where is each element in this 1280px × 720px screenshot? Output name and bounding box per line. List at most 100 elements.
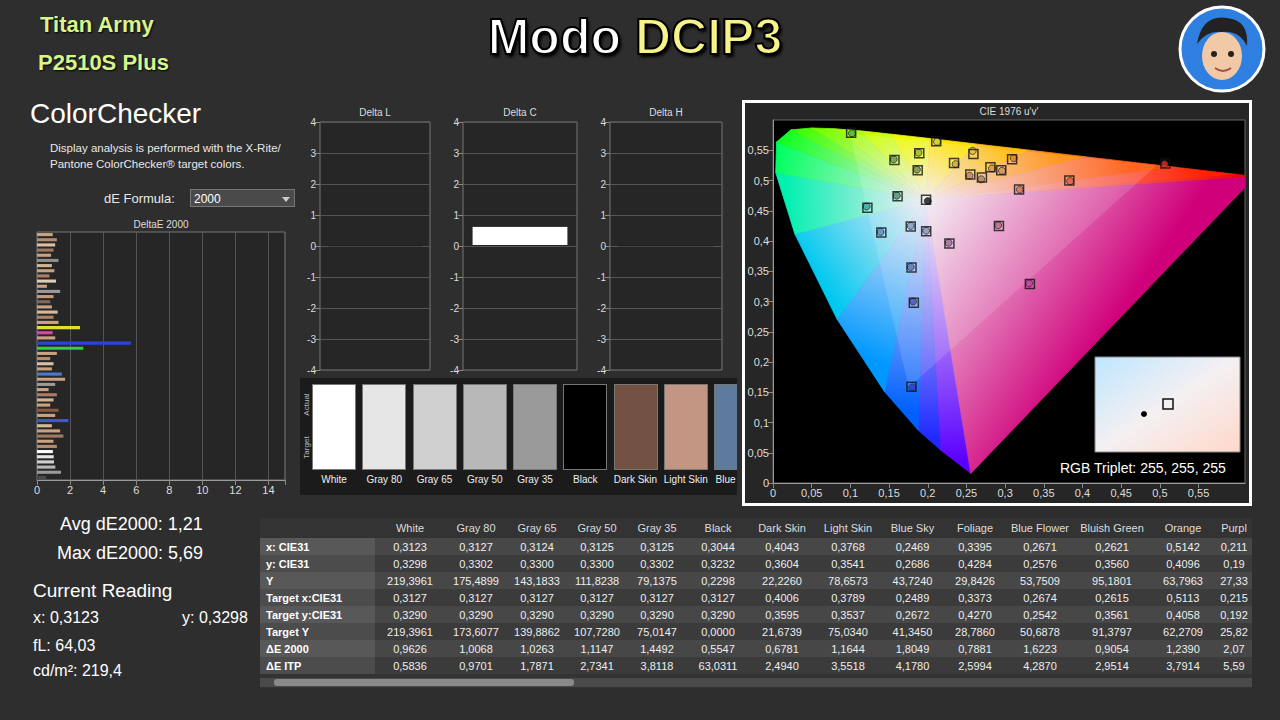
svg-text:Delta L: Delta L xyxy=(359,107,391,118)
svg-text:RGB Triplet: 255, 255, 255: RGB Triplet: 255, 255, 255 xyxy=(1060,460,1226,476)
svg-text:2: 2 xyxy=(453,179,459,190)
svg-text:2: 2 xyxy=(600,179,606,190)
svg-text:0,4: 0,4 xyxy=(1075,487,1090,499)
html-text:0,4043: 0,4043 xyxy=(765,540,799,553)
html-text:0,3300: 0,3300 xyxy=(580,557,614,570)
svg-text:3: 3 xyxy=(600,148,606,159)
html-text:Max dE2000: 5,69: Max dE2000: 5,69 xyxy=(57,543,204,563)
html-text:0,2621: 0,2621 xyxy=(1095,540,1129,553)
svg-text:Delta C: Delta C xyxy=(503,107,536,118)
svg-text:10: 10 xyxy=(196,484,208,496)
svg-text:1: 1 xyxy=(600,210,606,221)
html-text:Modo DCIP3: Modo DCIP3 xyxy=(487,9,783,65)
svg-text:-3: -3 xyxy=(597,334,606,345)
svg-text:0: 0 xyxy=(34,484,40,496)
html-text:0,3298: 0,3298 xyxy=(393,557,427,570)
html-text:0,5142: 0,5142 xyxy=(1166,540,1200,553)
svg-text:2: 2 xyxy=(310,179,316,190)
html-text:P2510S Plus: P2510S Plus xyxy=(38,50,169,75)
svg-text:0,35: 0,35 xyxy=(748,265,769,277)
html-text:0,2469: 0,2469 xyxy=(895,540,930,553)
svg-text:0,1: 0,1 xyxy=(843,487,858,499)
svg-text:0,4: 0,4 xyxy=(754,235,769,247)
svg-text:0,2: 0,2 xyxy=(754,356,769,368)
svg-text:0: 0 xyxy=(453,241,459,252)
svg-text:DeltaE 2000: DeltaE 2000 xyxy=(133,219,188,230)
svg-text:6: 6 xyxy=(133,484,139,496)
html-text:0,3127: 0,3127 xyxy=(459,540,493,553)
svg-text:0: 0 xyxy=(600,241,606,252)
svg-text:-2: -2 xyxy=(307,303,316,314)
svg-text:0,15: 0,15 xyxy=(748,386,769,398)
svg-text:Delta H: Delta H xyxy=(649,107,682,118)
svg-text:4: 4 xyxy=(600,117,606,128)
svg-text:0,25: 0,25 xyxy=(956,487,977,499)
svg-text:-4: -4 xyxy=(307,365,316,376)
html-text:0,3125: 0,3125 xyxy=(580,540,614,553)
html-text:0,3232: 0,3232 xyxy=(701,557,735,570)
svg-text:2: 2 xyxy=(67,484,73,496)
svg-text:0,45: 0,45 xyxy=(748,205,769,217)
html-text:0,3302: 0,3302 xyxy=(459,557,493,570)
svg-text:0,25: 0,25 xyxy=(748,326,769,338)
svg-text:CIE 1976 u'v': CIE 1976 u'v' xyxy=(980,106,1039,117)
html-text:0,3125: 0,3125 xyxy=(640,540,674,553)
svg-text:0,55: 0,55 xyxy=(748,144,769,156)
svg-text:3: 3 xyxy=(453,148,459,159)
html-text:Avg dE2000: 1,21: Avg dE2000: 1,21 xyxy=(60,514,203,534)
html-text:x: CIE31: x: CIE31 xyxy=(266,540,310,553)
html-text:2000: 2000 xyxy=(194,192,221,206)
svg-text:-1: -1 xyxy=(597,272,606,283)
svg-text:-4: -4 xyxy=(597,365,606,376)
svg-text:0: 0 xyxy=(770,487,776,499)
svg-text:-2: -2 xyxy=(597,303,606,314)
svg-text:0,05: 0,05 xyxy=(801,487,822,499)
svg-text:0,3: 0,3 xyxy=(997,487,1012,499)
svg-text:4: 4 xyxy=(310,117,316,128)
svg-text:0: 0 xyxy=(310,241,316,252)
svg-text:0: 0 xyxy=(763,477,769,489)
svg-text:0,15: 0,15 xyxy=(878,487,899,499)
html-text:0,2671: 0,2671 xyxy=(1023,540,1057,553)
svg-text:4: 4 xyxy=(100,484,106,496)
html-text:fL: 64,03: fL: 64,03 xyxy=(33,637,96,654)
html-text:0,3395: 0,3395 xyxy=(958,540,992,553)
svg-text:0,1: 0,1 xyxy=(754,417,769,429)
svg-text:-3: -3 xyxy=(307,334,316,345)
svg-text:1: 1 xyxy=(310,210,316,221)
svg-text:4: 4 xyxy=(453,117,459,128)
html-text:0,3768: 0,3768 xyxy=(831,540,865,553)
html-text:0,3044: 0,3044 xyxy=(701,540,735,553)
svg-text:0,3: 0,3 xyxy=(754,296,769,308)
svg-text:3: 3 xyxy=(310,148,316,159)
html-text:Current Reading: Current Reading xyxy=(33,580,173,601)
svg-text:14: 14 xyxy=(262,484,274,496)
svg-text:-1: -1 xyxy=(450,272,459,283)
html-text:0,3302: 0,3302 xyxy=(640,557,674,570)
html-text:0,211: 0,211 xyxy=(1220,540,1248,553)
svg-text:0,45: 0,45 xyxy=(1110,487,1131,499)
svg-text:0,5: 0,5 xyxy=(1152,487,1167,499)
html-text:ColorChecker: ColorChecker xyxy=(30,98,202,129)
svg-text:0,5: 0,5 xyxy=(754,175,769,187)
svg-text:0,05: 0,05 xyxy=(748,447,769,459)
svg-text:0,2: 0,2 xyxy=(920,487,935,499)
svg-text:-1: -1 xyxy=(307,272,316,283)
svg-text:1: 1 xyxy=(453,210,459,221)
svg-text:0,55: 0,55 xyxy=(1188,487,1209,499)
html-text:0,3124: 0,3124 xyxy=(520,540,554,553)
svg-text:-3: -3 xyxy=(450,334,459,345)
svg-text:-2: -2 xyxy=(450,303,459,314)
html-text:dE Formula:: dE Formula: xyxy=(104,191,175,206)
html-text:x: 0,3123: x: 0,3123 xyxy=(33,609,99,626)
svg-text:-4: -4 xyxy=(450,365,459,376)
html-text:y: CIE31: y: CIE31 xyxy=(266,557,310,570)
html-text:0,3123: 0,3123 xyxy=(393,540,427,553)
svg-text:12: 12 xyxy=(229,484,241,496)
svg-text:0,35: 0,35 xyxy=(1033,487,1054,499)
html-text:Titan Army: Titan Army xyxy=(40,12,154,37)
html-text:0,3300: 0,3300 xyxy=(520,557,554,570)
html-text:y: 0,3298: y: 0,3298 xyxy=(182,609,248,626)
html-text:cd/m²: 219,4: cd/m²: 219,4 xyxy=(33,662,122,679)
svg-text:8: 8 xyxy=(166,484,172,496)
